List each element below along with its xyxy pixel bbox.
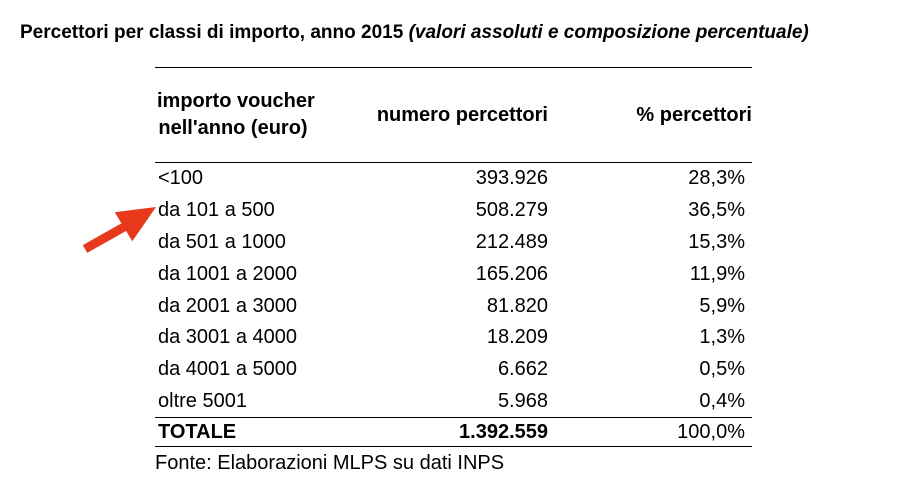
- row-percent: 5,9%: [699, 294, 745, 317]
- table-row: da 501 a 1000 212.489 15,3%: [155, 226, 752, 258]
- table-header: importo voucher nell'anno (euro) numero …: [155, 67, 752, 163]
- row-count: 165.206: [475, 262, 548, 285]
- row-percent: 15,3%: [688, 230, 745, 253]
- column-header-percent: % percettori: [636, 103, 752, 126]
- total-percent: 100,0%: [677, 420, 745, 443]
- table-row: da 101 a 500 508.279 36,5%: [155, 194, 752, 226]
- row-percent: 0,5%: [699, 358, 745, 381]
- voucher-table: importo voucher nell'anno (euro) numero …: [155, 67, 752, 447]
- table-row: da 3001 a 4000 18.209 1,3%: [155, 322, 752, 354]
- row-amount-class: oltre 5001: [158, 389, 247, 412]
- row-count: 81.820: [486, 294, 548, 317]
- table-footer: TOTALE 1.392.559 100,0%: [155, 417, 752, 447]
- column-header-amount-text: importo voucher nell'anno (euro): [157, 88, 315, 142]
- column-header-amount: importo voucher nell'anno (euro): [155, 68, 340, 163]
- row-count: 508.279: [475, 198, 548, 221]
- row-percent: 0,4%: [699, 389, 745, 412]
- row-amount-class: da 4001 a 5000: [158, 358, 298, 381]
- row-percent: 1,3%: [699, 326, 745, 349]
- page-title: Percettori per classi di importo, anno 2…: [20, 22, 809, 44]
- total-count: 1.392.559: [459, 420, 548, 443]
- row-count: 212.489: [475, 230, 548, 253]
- row-count: 393.926: [475, 167, 548, 190]
- row-count: 18.209: [486, 326, 548, 349]
- row-amount-class: <100: [158, 167, 204, 190]
- title-main: Percettori per classi di importo, anno 2…: [20, 22, 409, 43]
- table-row: da 2001 a 3000 81.820 5,9%: [155, 290, 752, 322]
- amount-header-line1: importo voucher: [157, 90, 315, 112]
- row-percent: 36,5%: [688, 198, 745, 221]
- table-row: <100 393.926 28,3%: [155, 163, 752, 195]
- table-row: oltre 5001 5.968 0,4%: [155, 386, 752, 418]
- amount-header-line2: nell'anno (euro): [158, 117, 308, 139]
- red-arrow-icon: [82, 207, 156, 253]
- row-amount-class: da 1001 a 2000: [158, 262, 298, 285]
- row-amount-class: da 2001 a 3000: [158, 294, 298, 317]
- total-row: TOTALE 1.392.559 100,0%: [155, 417, 752, 447]
- red-arrow-head: [114, 207, 156, 242]
- row-percent: 28,3%: [688, 167, 745, 190]
- row-count: 5.968: [497, 389, 548, 412]
- total-label: TOTALE: [158, 420, 237, 443]
- source-note: Fonte: Elaborazioni MLPS su dati INPS: [155, 452, 505, 474]
- table-body: <100 393.926 28,3% da 101 a 500 508.279 36,5%…: [155, 163, 752, 418]
- row-amount-class: da 501 a 1000: [158, 230, 286, 253]
- table-row: da 1001 a 2000 165.206 11,9%: [155, 258, 752, 290]
- row-count: 6.662: [497, 358, 548, 381]
- row-amount-class: da 3001 a 4000: [158, 326, 298, 349]
- title-subtitle: (valori assoluti e composizione percentu…: [408, 22, 809, 43]
- column-header-count: numero percettori: [376, 103, 548, 126]
- row-amount-class: da 101 a 500: [158, 198, 275, 221]
- red-arrow-tail: [82, 223, 127, 253]
- header-row: importo voucher nell'anno (euro) numero …: [155, 67, 752, 163]
- row-percent: 11,9%: [689, 262, 745, 285]
- table-row: da 4001 a 5000 6.662 0,5%: [155, 354, 752, 386]
